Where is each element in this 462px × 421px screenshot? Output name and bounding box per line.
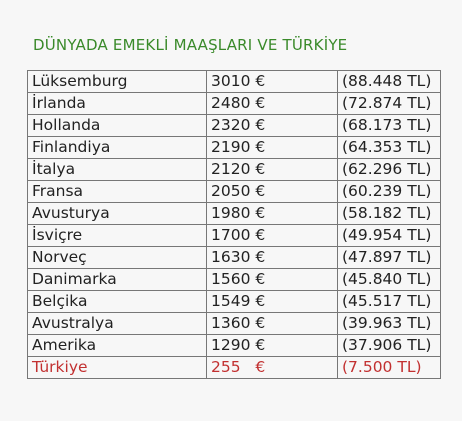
pension-table: Lüksemburg 3010 € (88.448 TL) İrlanda 2480 €… bbox=[27, 70, 441, 379]
pension-tl: (88.448 TL) bbox=[337, 70, 441, 93]
country: İrlanda bbox=[27, 92, 207, 115]
table-row: Fransa 2050 € (60.239 TL) bbox=[27, 180, 441, 203]
pension-tl: (45.517 TL) bbox=[337, 290, 441, 313]
pension-eur: 1549 € bbox=[206, 290, 338, 313]
pension-eur: 2320 € bbox=[206, 114, 338, 137]
table-row: Amerika 1290 € (37.906 TL) bbox=[27, 334, 441, 357]
pension-eur: 1700 € bbox=[206, 224, 338, 247]
pension-tl: (64.353 TL) bbox=[337, 136, 441, 159]
country: İsviçre bbox=[27, 224, 207, 247]
pension-tl: (60.239 TL) bbox=[337, 180, 441, 203]
table-row: Avustralya 1360 € (39.963 TL) bbox=[27, 312, 441, 335]
pension-tl: (62.296 TL) bbox=[337, 158, 441, 181]
pension-tl: (45.840 TL) bbox=[337, 268, 441, 291]
pension-eur: 3010 € bbox=[206, 70, 338, 93]
table-row: İrlanda 2480 € (72.874 TL) bbox=[27, 92, 441, 115]
pension-tl: (68.173 TL) bbox=[337, 114, 441, 137]
pension-tl: (47.897 TL) bbox=[337, 246, 441, 269]
table-row: Belçika 1549 € (45.517 TL) bbox=[27, 290, 441, 313]
country: Hollanda bbox=[27, 114, 207, 137]
pension-tl: (72.874 TL) bbox=[337, 92, 441, 115]
country: Norveç bbox=[27, 246, 207, 269]
pension-eur: 2190 € bbox=[206, 136, 338, 159]
country: Finlandiya bbox=[27, 136, 207, 159]
table-row: Avusturya 1980 € (58.182 TL) bbox=[27, 202, 441, 225]
pension-eur: 2120 € bbox=[206, 158, 338, 181]
pension-tl: (49.954 TL) bbox=[337, 224, 441, 247]
table-row: İsviçre 1700 € (49.954 TL) bbox=[27, 224, 441, 247]
table-row: Norveç 1630 € (47.897 TL) bbox=[27, 246, 441, 269]
country: Türkiye bbox=[27, 356, 207, 379]
pension-eur: 2480 € bbox=[206, 92, 338, 115]
country: Belçika bbox=[27, 290, 207, 313]
table-row: Lüksemburg 3010 € (88.448 TL) bbox=[27, 70, 441, 93]
table-row: Türkiye 255 € (7.500 TL) bbox=[27, 356, 441, 379]
pension-tl: (37.906 TL) bbox=[337, 334, 441, 357]
pension-eur: 1630 € bbox=[206, 246, 338, 269]
country: Avustralya bbox=[27, 312, 207, 335]
country: Danimarka bbox=[27, 268, 207, 291]
table-row: Danimarka 1560 € (45.840 TL) bbox=[27, 268, 441, 291]
title: DÜNYADA EMEKLİ MAAŞLARI VE TÜRKİYE bbox=[33, 36, 348, 54]
pension-tl: (39.963 TL) bbox=[337, 312, 441, 335]
table-row: Hollanda 2320 € (68.173 TL) bbox=[27, 114, 441, 137]
country: Amerika bbox=[27, 334, 207, 357]
pension-tl: (7.500 TL) bbox=[337, 356, 441, 379]
pension-tl: (58.182 TL) bbox=[337, 202, 441, 225]
country: İtalya bbox=[27, 158, 207, 181]
pension-eur: 1560 € bbox=[206, 268, 338, 291]
country: Lüksemburg bbox=[27, 70, 207, 93]
pension-eur: 1980 € bbox=[206, 202, 338, 225]
pension-eur: 1360 € bbox=[206, 312, 338, 335]
pension-eur: 1290 € bbox=[206, 334, 338, 357]
country: Fransa bbox=[27, 180, 207, 203]
table-row: İtalya 2120 € (62.296 TL) bbox=[27, 158, 441, 181]
pension-eur: 2050 € bbox=[206, 180, 338, 203]
country: Avusturya bbox=[27, 202, 207, 225]
table-row: Finlandiya 2190 € (64.353 TL) bbox=[27, 136, 441, 159]
pension-eur: 255 € bbox=[206, 356, 338, 379]
